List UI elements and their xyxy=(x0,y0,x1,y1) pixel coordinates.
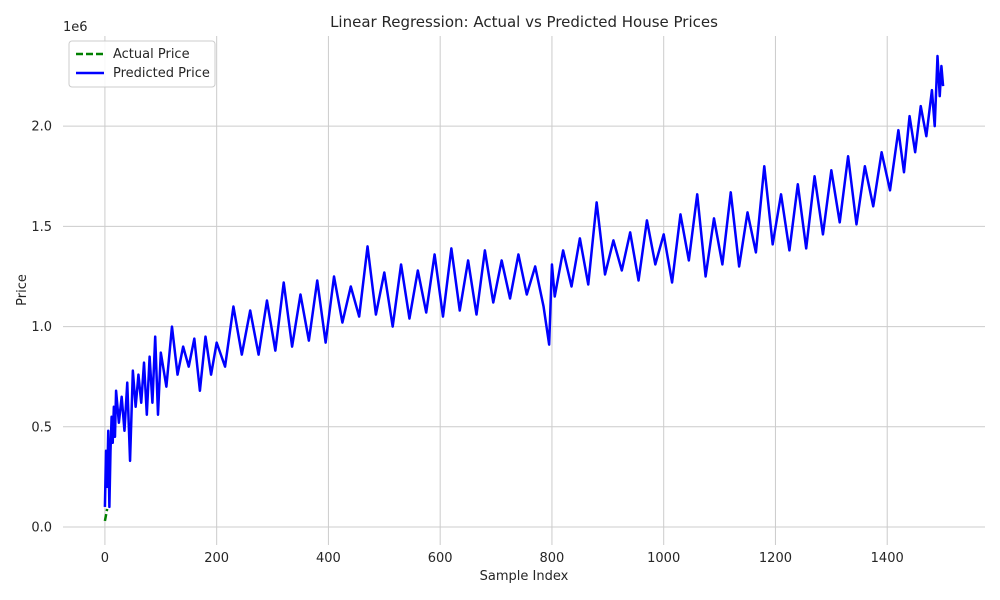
y-tick-label: 1.5 xyxy=(31,220,52,235)
x-tick-label: 1400 xyxy=(871,551,904,566)
x-tick-labels: 0 200 400 600 800 1000 1200 1400 xyxy=(101,551,904,566)
x-tick-label: 800 xyxy=(540,551,565,566)
y-tick-label: 2.0 xyxy=(31,120,52,135)
legend-label-actual-price: Actual Price xyxy=(113,47,190,62)
y-offset-label: 1e6 xyxy=(63,20,88,35)
series-layer xyxy=(103,54,945,522)
legend-label-predicted-price: Predicted Price xyxy=(113,66,210,81)
x-axis-label: Sample Index xyxy=(480,569,569,584)
y-tick-label: 1.0 xyxy=(31,320,52,335)
x-tick-label: 1000 xyxy=(647,551,680,566)
y-tick-labels: 0.0 0.5 1.0 1.5 2.0 xyxy=(31,120,52,536)
y-axis-label: Price xyxy=(15,274,30,306)
x-tick-label: 0 xyxy=(101,551,109,566)
plot-area xyxy=(63,36,985,545)
x-tick-label: 600 xyxy=(428,551,453,566)
series-line-actual-price xyxy=(103,508,109,522)
chart-title: Linear Regression: Actual vs Predicted H… xyxy=(330,13,718,31)
legend-box xyxy=(68,40,216,88)
x-tick-label: 200 xyxy=(204,551,229,566)
y-tick-label: 0.0 xyxy=(31,520,52,535)
legend: Actual Price Predicted Price xyxy=(68,40,216,88)
series-line-predicted-price xyxy=(103,54,945,509)
x-tick-label: 1200 xyxy=(759,551,792,566)
y-tick-label: 0.5 xyxy=(31,420,52,435)
x-tick-label: 400 xyxy=(316,551,341,566)
